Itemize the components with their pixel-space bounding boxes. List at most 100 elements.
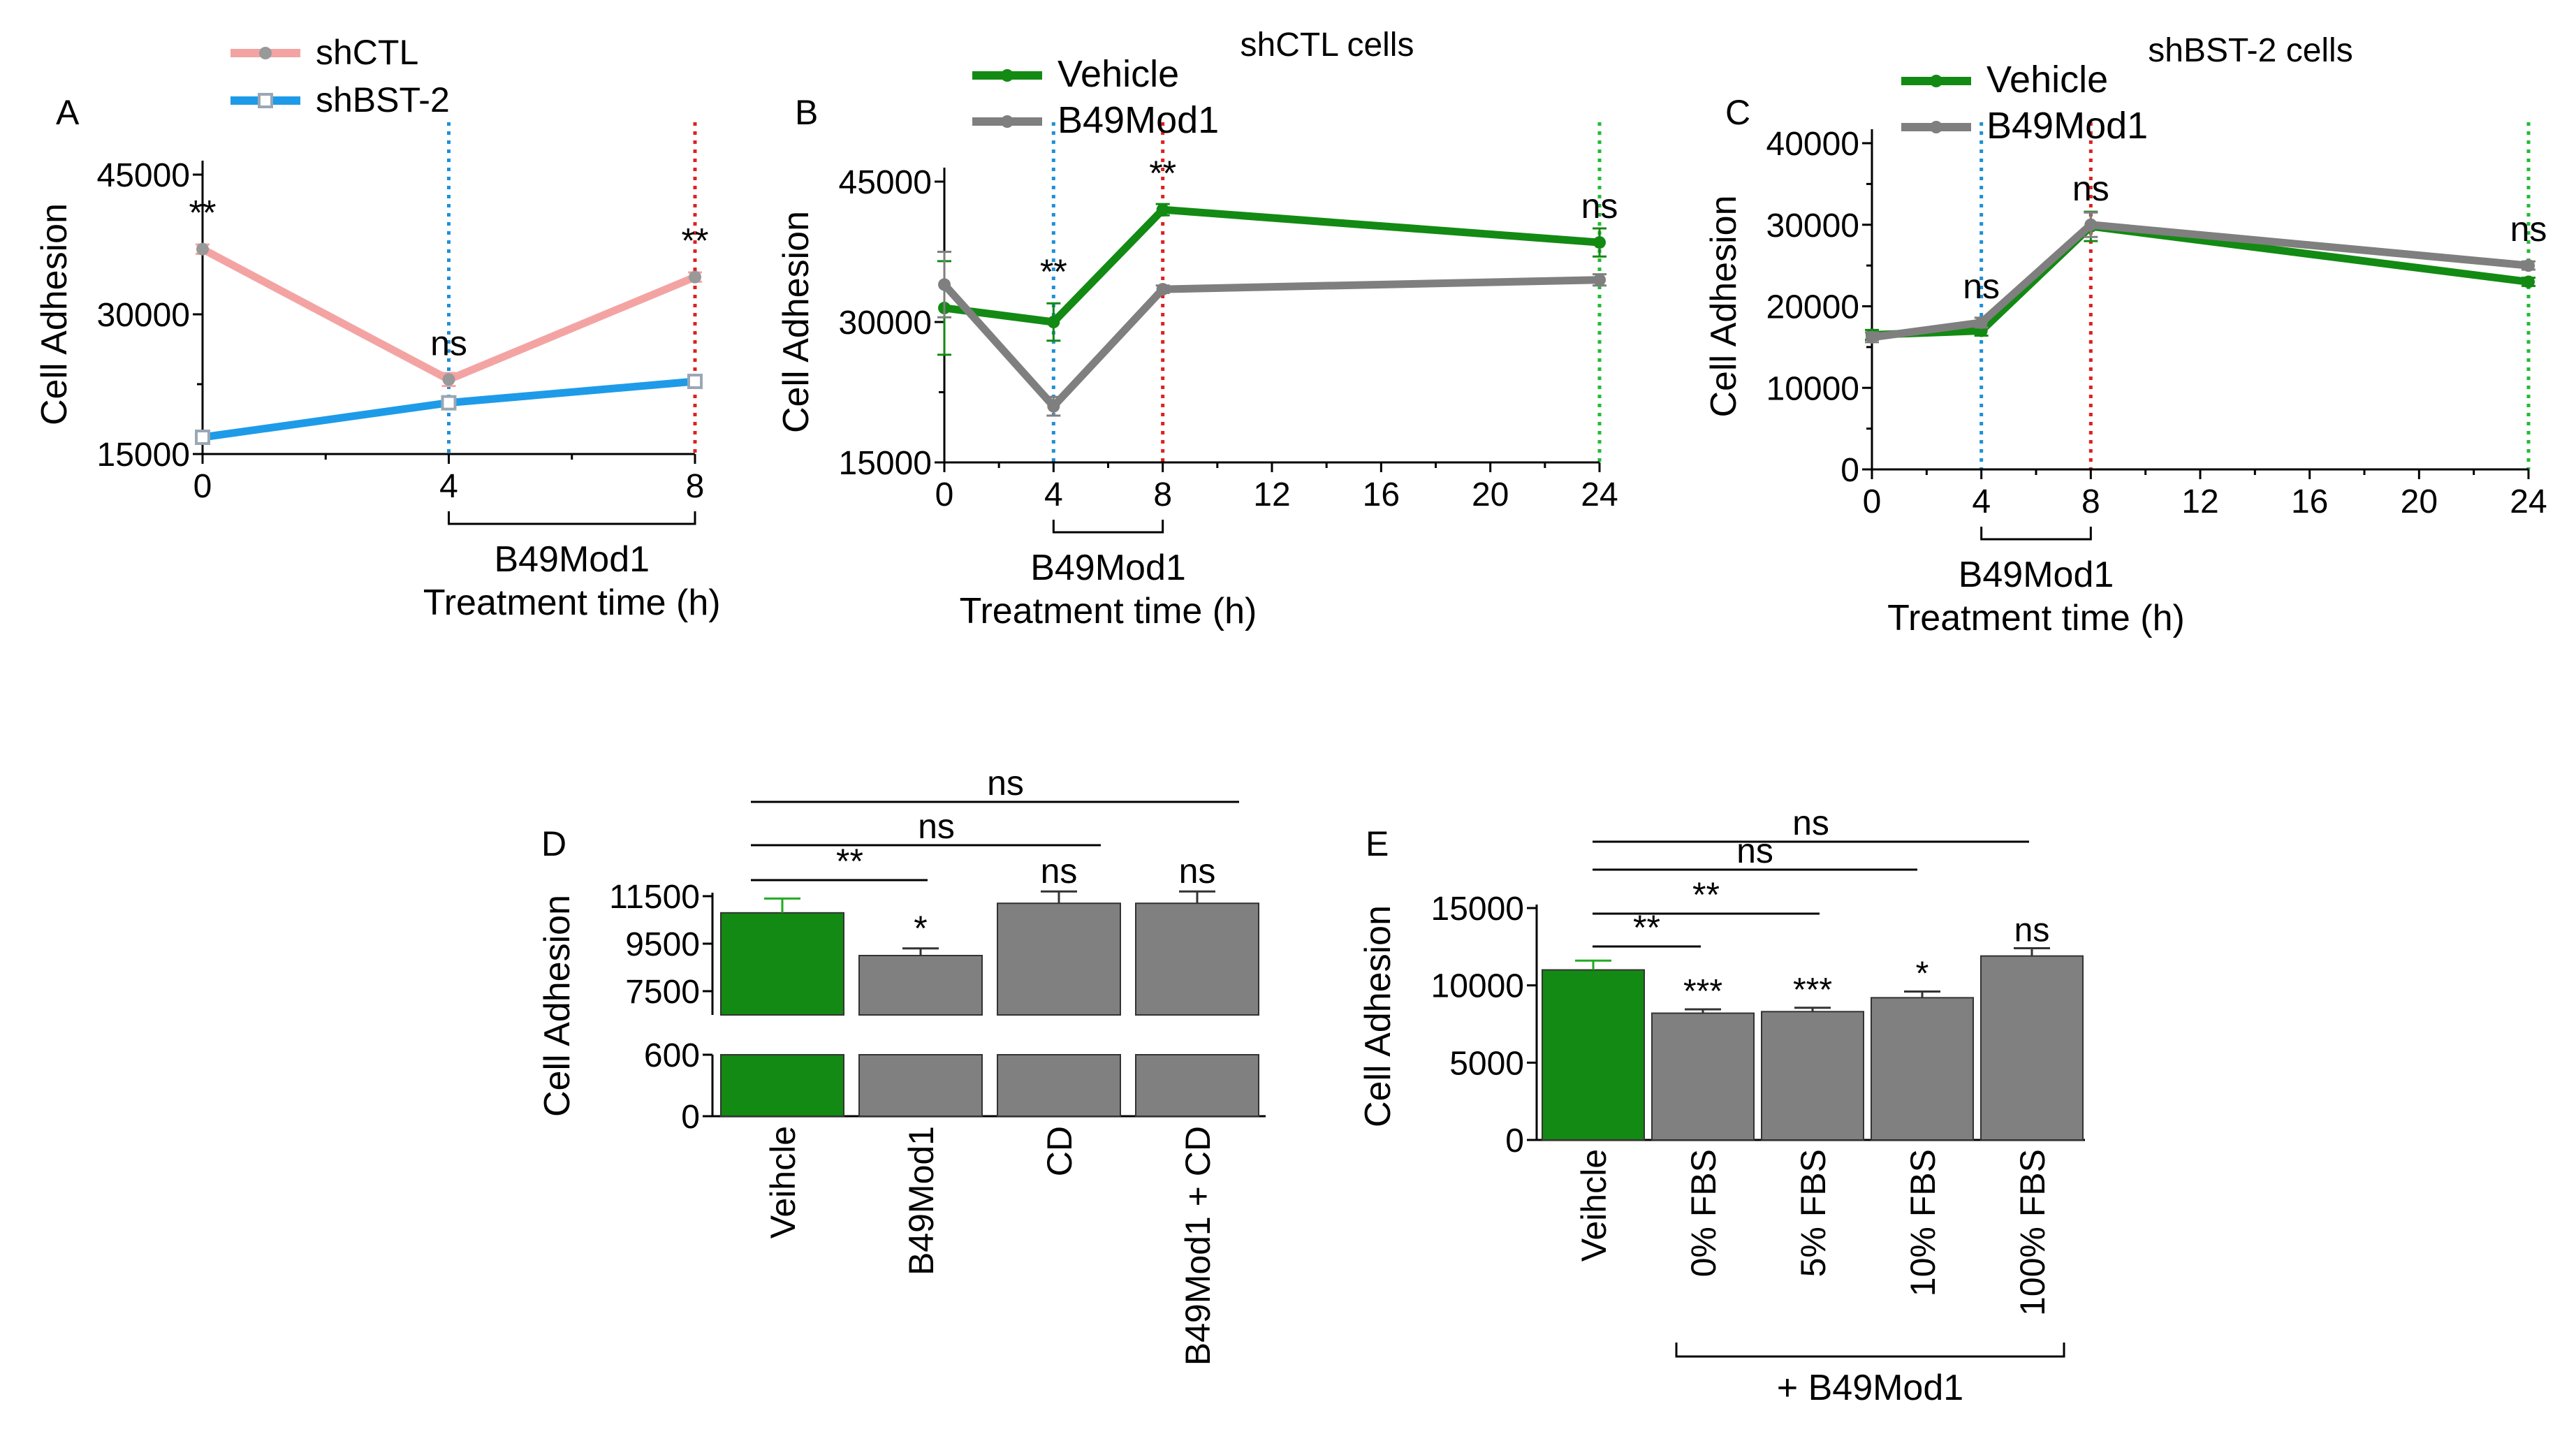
- series-line-B49Mod1: [1871, 221, 2529, 342]
- category-label: 10% FBS: [1903, 1149, 1942, 1296]
- bar-lower: [997, 1054, 1121, 1117]
- x-tick-label: 8: [1153, 476, 1172, 513]
- data-point: [938, 278, 951, 291]
- category-label: Veihcle: [763, 1126, 803, 1238]
- significance-label: ns: [1963, 267, 2000, 306]
- significance-label: **: [1040, 252, 1067, 291]
- x-tick-label: 4: [1044, 476, 1063, 513]
- x-tick-label: 20: [1472, 476, 1509, 513]
- y-axis-label: Cell Adhesion: [537, 895, 578, 1117]
- data-point: [2084, 218, 2098, 231]
- y-tick-label: 30000: [839, 305, 932, 342]
- significance-label: ns: [2072, 169, 2109, 208]
- x-tick-label: 24: [1581, 476, 1618, 513]
- y-tick-label: 600: [644, 1037, 700, 1074]
- legend-marker: [1930, 121, 1942, 133]
- y-tick-label: 9500: [625, 926, 700, 963]
- significance-label: *: [1916, 956, 1929, 993]
- panel-a: A 15000 30000 45000 0 4 8 Cell Adhesion B49Mod1T…: [34, 33, 721, 623]
- series-line-B49Mod1: [941, 276, 1600, 411]
- data-point: [195, 430, 210, 445]
- bracket-label: B49Mod1: [1030, 548, 1186, 588]
- data-point: [1593, 236, 1606, 249]
- legend-label: B49Mod1: [1986, 105, 2148, 147]
- significance-label: ***: [1683, 973, 1722, 1010]
- bracket-label: B49Mod1: [494, 539, 650, 580]
- significance-label: ns: [430, 323, 467, 363]
- data-point: [1866, 330, 1878, 344]
- data-point: [1047, 400, 1060, 413]
- x-tick-label: 20: [2401, 483, 2438, 520]
- legend-marker: [1930, 75, 1942, 87]
- panel-letter: B: [795, 93, 818, 132]
- category-label: 0% FBS: [1684, 1149, 1723, 1277]
- data-point: [1047, 316, 1060, 328]
- y-tick-label: 30000: [97, 297, 190, 334]
- y-axis-label: Cell Adhesion: [1358, 905, 1398, 1127]
- x-tick-label: 24: [2510, 483, 2547, 520]
- bar-lower: [858, 1054, 983, 1117]
- x-tick-label: 4: [1972, 483, 1991, 520]
- legend-label: Vehicle: [1986, 59, 2108, 101]
- data-point: [1593, 273, 1606, 286]
- x-tick-label: 16: [1363, 476, 1400, 513]
- significance-label: **: [1149, 154, 1176, 193]
- y-tick-label: 40000: [1766, 126, 1859, 163]
- significance-label: **: [682, 221, 709, 261]
- y-tick-label: 11500: [609, 879, 700, 916]
- bar: [1651, 1012, 1755, 1141]
- legend-label: Vehicle: [1058, 53, 1179, 95]
- data-point: [1156, 283, 1169, 296]
- bar: [1871, 997, 1974, 1141]
- significance-label: ns: [1179, 851, 1216, 891]
- series-line-Vehicle: [944, 205, 1600, 326]
- y-tick-label: 10000: [1766, 370, 1859, 407]
- treatment-bracket: [1052, 520, 1164, 534]
- bar: [1542, 969, 1645, 1141]
- bar-upper: [997, 902, 1121, 1016]
- category-label: 5% FBS: [1794, 1149, 1833, 1277]
- x-tick-label: 0: [935, 476, 954, 513]
- legend-marker: [258, 93, 273, 108]
- y-axis-label: Cell Adhesion: [1704, 196, 1744, 418]
- y-tick-label: 45000: [839, 164, 932, 201]
- y-tick-label: 0: [1505, 1122, 1524, 1160]
- y-tick-label: 5000: [1449, 1045, 1524, 1082]
- bar-upper: [1135, 902, 1259, 1016]
- x-tick-label: 12: [1253, 476, 1290, 513]
- data-point: [1975, 316, 1988, 329]
- y-axis-label: Cell Adhesion: [776, 211, 817, 433]
- category-label: B49Mod1: [902, 1126, 941, 1275]
- y-tick-label: 7500: [625, 974, 700, 1011]
- legend-marker: [1001, 115, 1013, 128]
- x-tick-label: 8: [686, 468, 705, 505]
- y-tick-label: 30000: [1766, 207, 1859, 244]
- x-tick-label: 0: [1863, 483, 1882, 520]
- data-point: [441, 395, 457, 411]
- y-tick-label: 15000: [97, 437, 190, 474]
- significance-label: ns: [2510, 210, 2547, 249]
- legend-label: shCTL: [316, 33, 418, 72]
- significance-label: ns: [1581, 187, 1618, 226]
- data-point: [196, 242, 209, 256]
- treatment-bracket: [448, 511, 696, 525]
- panel-title: shCTL cells: [1241, 27, 1414, 64]
- significance-label: ns: [1041, 851, 1078, 891]
- panel-title: shBST-2 cells: [2148, 32, 2352, 69]
- comparison-label: ns: [987, 763, 1024, 803]
- legend-label: shBST-2: [316, 80, 450, 119]
- x-axis-label: Treatment time (h): [1887, 598, 2185, 638]
- x-tick-label: 12: [2181, 483, 2218, 520]
- x-tick-label: 8: [2081, 483, 2100, 520]
- y-tick-label: 15000: [839, 445, 932, 482]
- data-point: [2522, 275, 2535, 288]
- category-label: 100% FBS: [2013, 1149, 2052, 1316]
- bar: [1761, 1011, 1864, 1141]
- y-tick-label: 20000: [1766, 289, 1859, 326]
- category-label: Veihcle: [1574, 1149, 1613, 1261]
- category-label: B49Mod1 + CD: [1178, 1126, 1217, 1366]
- y-tick-label: 0: [1840, 452, 1859, 489]
